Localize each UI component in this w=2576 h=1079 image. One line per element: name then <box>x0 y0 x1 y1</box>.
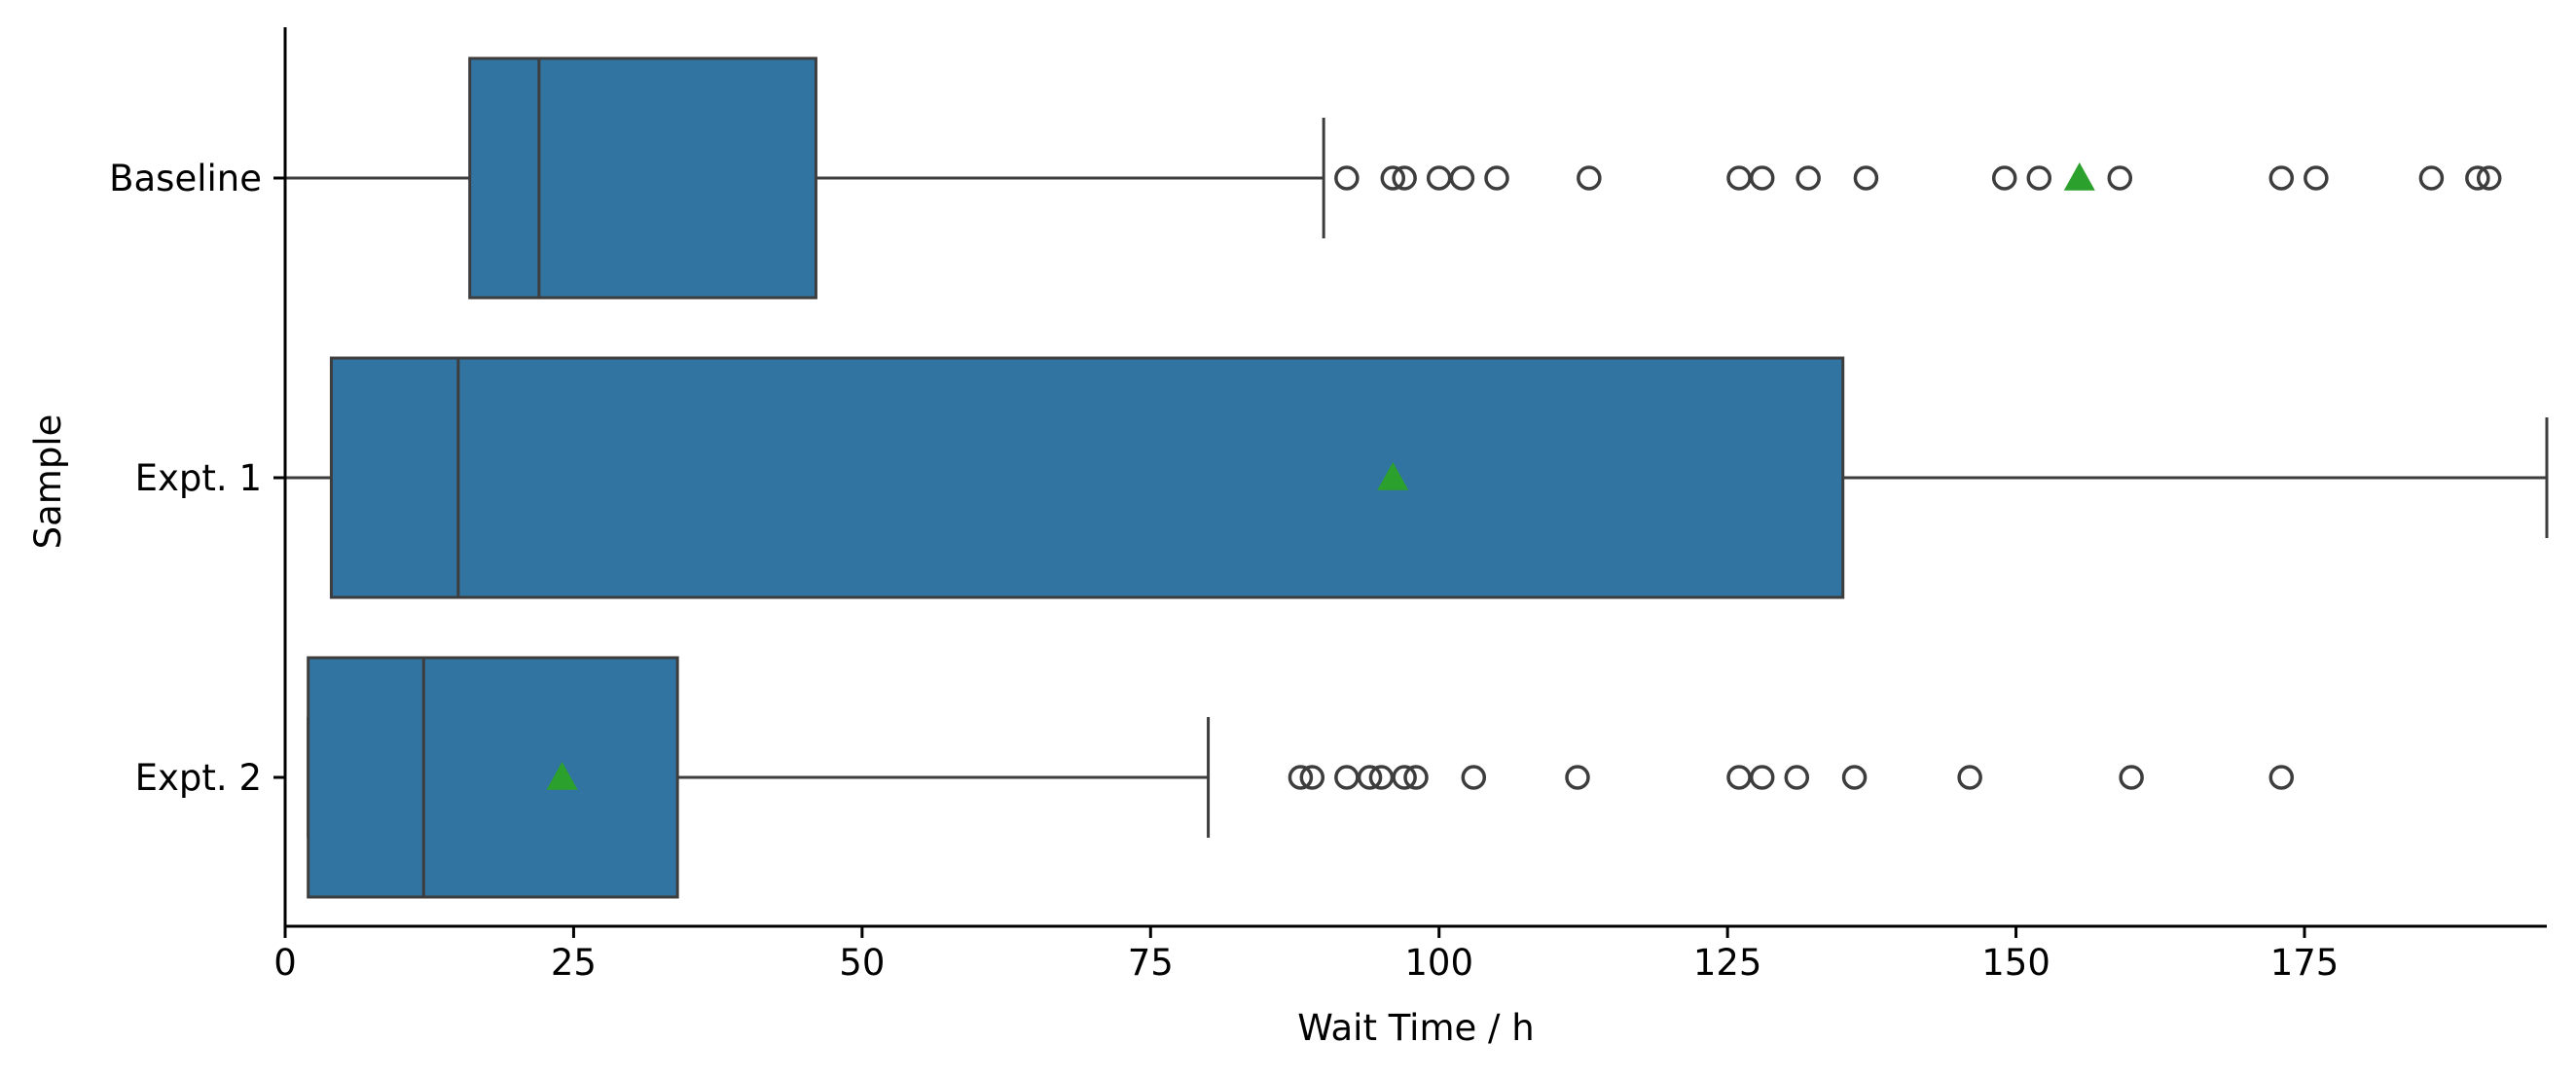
box <box>468 56 817 300</box>
outlier-point <box>2268 165 2295 191</box>
box-group <box>307 656 2295 899</box>
box <box>329 356 1845 599</box>
outlier-point <box>1853 165 1879 191</box>
outlier-point <box>1577 165 1602 191</box>
outlier-point <box>1288 765 1314 790</box>
box-group <box>283 56 2502 300</box>
outlier-point <box>2476 165 2502 191</box>
mean-marker <box>2063 162 2095 191</box>
x-tick-label: 175 <box>2270 942 2340 984</box>
outlier-point <box>1565 765 1590 790</box>
outlier-point <box>1726 765 1752 790</box>
mean-marker <box>546 762 578 790</box>
outlier-point <box>1380 165 1406 191</box>
outlier-point <box>1299 765 1325 790</box>
outlier-point <box>1392 765 1417 790</box>
x-axis: 0 25 50 75 100 125 150 175 <box>273 924 2547 984</box>
y-tick-label: Expt. 2 <box>135 757 262 799</box>
outlier-point <box>1484 165 1509 191</box>
x-tick-label: 50 <box>839 942 885 984</box>
mean-marker <box>1377 462 1409 490</box>
outlier-point <box>1334 165 1360 191</box>
x-tick-label: 25 <box>551 942 597 984</box>
x-tick-label: 0 <box>273 942 297 984</box>
outlier-point <box>1357 765 1383 790</box>
x-tick-label: 150 <box>1981 942 2050 984</box>
x-axis-label: Wait Time / h <box>1297 1007 1534 1049</box>
box <box>307 656 679 899</box>
x-tick-label: 100 <box>1404 942 1473 984</box>
outlier-point <box>2268 765 2295 790</box>
outlier-point <box>1749 165 1775 191</box>
outlier-point <box>1449 165 1475 191</box>
y-axis-label: Sample <box>27 414 69 550</box>
outlier-point <box>1726 165 1752 191</box>
outlier-point <box>2304 165 2329 191</box>
outlier-point <box>1426 165 1452 191</box>
outlier-point <box>1334 765 1360 790</box>
outlier-point <box>1461 765 1487 790</box>
outlier-point <box>1784 765 1810 790</box>
outlier-point <box>1796 165 1821 191</box>
outlier-point <box>1392 165 1417 191</box>
y-tick-label: Expt. 1 <box>135 457 262 499</box>
outlier-point <box>1749 765 1775 790</box>
outlier-point <box>1403 765 1429 790</box>
outlier-point <box>2418 165 2445 191</box>
outlier-point <box>2119 765 2144 790</box>
outlier-point <box>2107 165 2133 191</box>
plot-area <box>283 56 2549 899</box>
outlier-point <box>1957 765 1982 790</box>
y-tick-label: Baseline <box>109 158 262 199</box>
outlier-point <box>2026 165 2052 191</box>
y-axis: Baseline Expt. 1 Expt. 2 <box>109 27 287 926</box>
box-group <box>283 356 2549 599</box>
outlier-point <box>1841 765 1868 790</box>
outlier-point <box>2465 165 2490 191</box>
x-tick-label: 125 <box>1693 942 1762 984</box>
outlier-point <box>1991 165 2017 191</box>
x-tick-label: 75 <box>1128 942 1174 984</box>
